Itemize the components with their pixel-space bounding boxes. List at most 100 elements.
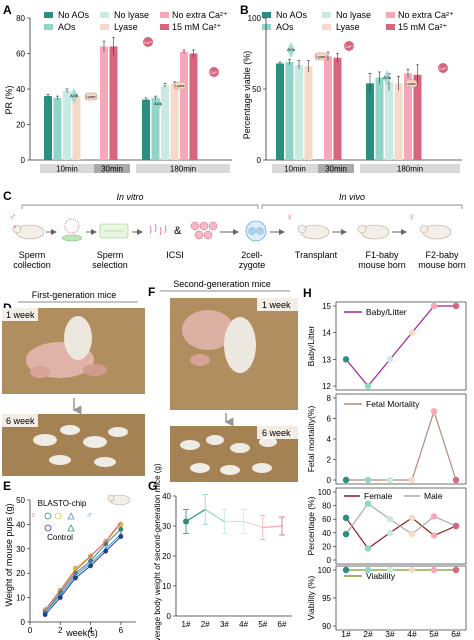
g-line-segment (262, 525, 283, 529)
b-bar (304, 66, 313, 160)
svg-text:Ca²⁺: Ca²⁺ (210, 70, 219, 75)
panel-h-charts: 12 13 14 15 Baby/Litter Baby/Litter 0 2 4 6 8 Fetal… (306, 301, 467, 639)
h3-y-tick-label: 0 (327, 556, 332, 565)
h3-point (430, 513, 438, 520)
h1-point (430, 302, 438, 310)
h-x-tick-label: 2# (363, 629, 373, 639)
e-x-tick-label: 6 (119, 626, 124, 635)
g-x-tick-label: 6# (278, 620, 287, 629)
h1-point (386, 356, 394, 363)
female-symbol-icon-1: ♀ (286, 212, 294, 223)
step-3-line1: ICSI (166, 250, 184, 260)
svg-text:Ca²⁺: Ca²⁺ (439, 66, 448, 71)
legend-label-b-15mm-ca: 15 mM Ca²⁺ (398, 22, 448, 32)
h2-point (430, 408, 438, 415)
panel-label-b: B (240, 3, 249, 17)
svg-text:Lyase: Lyase (316, 55, 325, 59)
b-time-band (272, 164, 318, 173)
e-y-tick-label: 50 (16, 496, 25, 505)
a-time-band (136, 164, 230, 173)
h-x-tick-label: 1# (341, 629, 351, 639)
h4-point (342, 566, 350, 574)
panel-e-chart: 0 10 20 30 40 50 0 2 4 6 Weight of mouse pups (g)… (4, 494, 136, 638)
svg-text:Lyase: Lyase (175, 84, 184, 88)
h3-legend-label-male: Male (424, 491, 443, 501)
step-5-line1: Transplant (295, 250, 338, 260)
h3-series-line (345, 517, 457, 550)
h4-point (452, 566, 460, 574)
legend-a: No AOs AOs No lyase Lyase No extra Ca²⁺ … (44, 10, 228, 32)
h3-y-tick-label: 80 (322, 502, 331, 511)
a-bar (189, 53, 198, 160)
sperm-selection-chip-icon (99, 223, 129, 239)
axis-label-e-y: Weight of mouse pups (g) (4, 504, 14, 607)
panel-f-title: Second-generation mice (173, 279, 271, 289)
legend-swatch-b-no-aos (262, 12, 271, 18)
h3-point (408, 530, 416, 538)
h1-y-label: Baby/Litter (306, 326, 316, 367)
h3-point (364, 545, 372, 552)
h3-point (452, 522, 460, 530)
lyase-icon-b1: Lyase (314, 52, 328, 61)
panel-f-photos: Second-generation mice 1 week 6 week (160, 279, 298, 482)
b-bar (385, 81, 393, 160)
legend-label-b-no-lyase: No lyase (336, 10, 371, 20)
b-bar (324, 56, 332, 161)
g-x-tick-label: 2# (201, 620, 210, 629)
oocytes-icon (190, 221, 218, 240)
a-time-label: 30min (101, 165, 123, 174)
e-point (118, 526, 124, 532)
h2-y-tick-label: 2 (327, 456, 332, 465)
step-6-line2: mouse born (358, 260, 406, 270)
aos-icon-b1: AOs (287, 42, 295, 58)
h4-y-tick-label: 100 (318, 566, 332, 575)
h2-point (452, 476, 460, 484)
ca-icon-a2: Ca²⁺ (209, 67, 219, 77)
aos-icon-a2: AOs (154, 96, 162, 112)
h3-y-tick-label: 40 (322, 529, 331, 538)
b-bar (413, 74, 422, 160)
svg-text:♂: ♂ (86, 510, 93, 520)
h1-y-tick-label: 14 (322, 329, 331, 338)
b-time-label: 180min (397, 165, 423, 174)
step-2-line1: Sperm (97, 250, 124, 260)
b-y-tick-label: 50 (252, 85, 261, 94)
mouse-icon-2 (297, 224, 330, 240)
g-x-tick-label: 5# (258, 620, 267, 629)
h4-y-label: Viability (%) (306, 575, 316, 620)
b-y-tick-label: 100 (248, 14, 262, 23)
h3-y-tick-label: 100 (318, 488, 332, 497)
h4-legend-label: Viability (366, 571, 396, 581)
a-bar (170, 83, 179, 160)
sperm-collection-icon (61, 218, 83, 242)
a-bar (44, 96, 52, 160)
h2-y-tick-label: 4 (327, 435, 332, 444)
zygote-icon (245, 220, 267, 242)
ca-icon-b2: Ca²⁺ (438, 63, 448, 73)
legend-label-no-lyase: No lyase (114, 10, 149, 20)
a-time-band (94, 164, 130, 173)
e-y-tick-label: 0 (21, 618, 26, 627)
axis-label-e-x: week(s) (65, 628, 98, 638)
b-time-band (318, 164, 354, 173)
panel-label-e: E (3, 479, 11, 493)
legend-swatch-b-no-lyase (322, 12, 331, 18)
legend-label-b-no-extra-ca: No extra Ca²⁺ (398, 10, 454, 20)
aos-icon-b2: AOs (383, 70, 391, 86)
h3-point (386, 516, 394, 523)
legend-e-control: Control (47, 533, 73, 542)
svg-text:AOs: AOs (287, 47, 295, 52)
e-point (118, 534, 124, 539)
panel-a-chart: No AOs AOs No lyase Lyase No extra Ca²⁺ … (4, 10, 232, 174)
legend-label-aos: AOs (58, 22, 76, 32)
svg-text:Ca²⁺: Ca²⁺ (345, 44, 354, 49)
h-x-tick-label: 3# (385, 629, 395, 639)
g-y-tick-label: 0 (167, 612, 172, 621)
h2-point (386, 476, 394, 484)
e-x-tick-label: 4 (88, 626, 93, 635)
legend-swatch-aos (44, 24, 53, 30)
e-point (103, 548, 109, 554)
e-point (88, 563, 93, 569)
h3-point (342, 514, 350, 522)
h2-point (408, 476, 416, 484)
